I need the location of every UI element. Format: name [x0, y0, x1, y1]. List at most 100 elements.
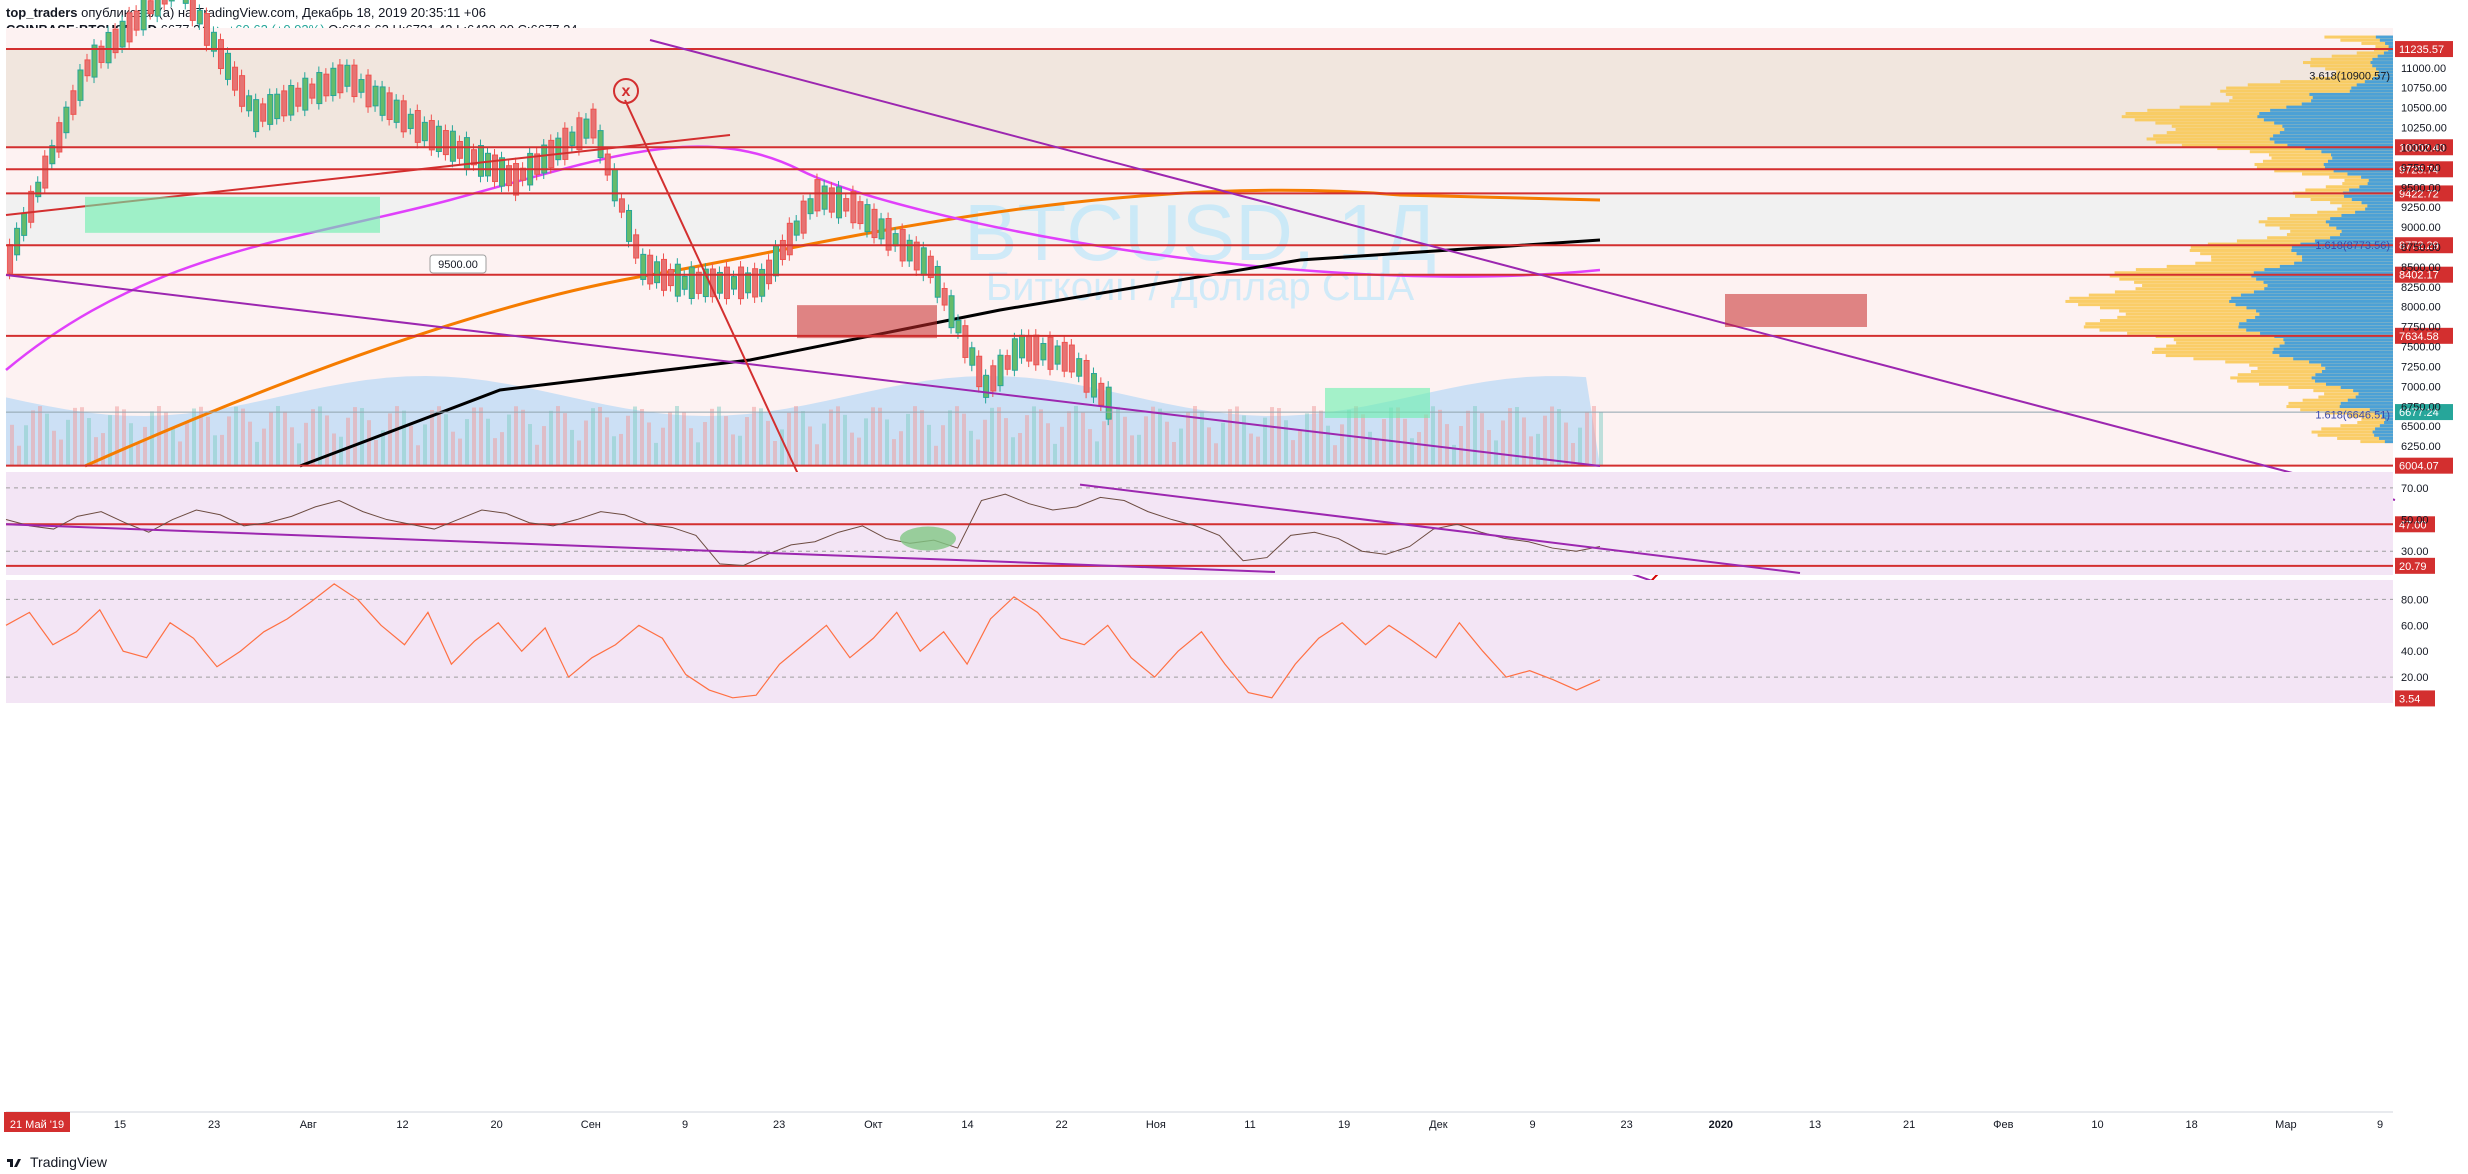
vp-bar-buy [2312, 96, 2393, 100]
candle-body [407, 113, 414, 129]
footer-brand[interactable]: TradingView [30, 1154, 108, 1170]
volume-bar [381, 430, 385, 466]
volume-bar [598, 406, 602, 466]
vp-bar-total [2200, 252, 2393, 256]
vp-bar-buy [2353, 389, 2393, 393]
volume-bar [1529, 436, 1533, 466]
vp-bar-buy [2301, 102, 2393, 106]
volume-bar [206, 416, 210, 466]
candle-body [906, 239, 913, 262]
volume-bar [864, 418, 868, 466]
vp-bar-buy [2311, 99, 2393, 103]
volume-bar [500, 432, 504, 466]
rsi-tick-label: 70.00 [2401, 483, 2429, 495]
volume-bar [668, 411, 672, 466]
volume-bar [311, 409, 315, 466]
candle-body [611, 168, 618, 202]
candle-body [821, 185, 828, 210]
vp-bar-buy [2325, 220, 2393, 224]
volume-bar [472, 407, 476, 466]
y-tick-label: 6750.00 [2401, 401, 2441, 413]
volume-bar [990, 407, 994, 466]
vp-bar-buy [2336, 226, 2393, 230]
vp-bar-buy [2279, 131, 2393, 135]
candle-body [98, 45, 105, 63]
candle-body [28, 190, 35, 223]
candle-body [871, 208, 878, 239]
candle-body [913, 241, 920, 271]
vp-bar-buy [2379, 38, 2393, 42]
volume-bar [794, 406, 798, 466]
price-level-tag [2395, 237, 2453, 254]
volume-bar [633, 406, 637, 466]
volume-bar [1186, 412, 1190, 466]
candle-body [814, 179, 821, 212]
candle-body [358, 79, 365, 93]
vp-bar-total [2220, 89, 2393, 93]
volume-bar [283, 411, 287, 466]
volume-bar [878, 407, 882, 466]
candle-body [807, 198, 814, 215]
candle-body [920, 247, 927, 276]
volume-bar [353, 407, 357, 466]
candle-body [541, 144, 548, 174]
price-level-label: 10002.40 [2399, 142, 2445, 154]
vp-bar-buy [2339, 233, 2393, 237]
candle-body [435, 125, 442, 152]
vp-bar-buy [2256, 309, 2393, 313]
volume-bar [1109, 408, 1113, 466]
volume-bar [1025, 415, 1029, 466]
candle-body [597, 130, 604, 158]
candle-body [850, 191, 857, 224]
author-name[interactable]: top_traders [6, 5, 78, 20]
volume-bar [1081, 412, 1085, 466]
candle-body [1026, 334, 1033, 362]
candle-body [1068, 344, 1075, 373]
vp-bar-buy [2379, 436, 2393, 440]
vp-bar-buy [2264, 268, 2393, 272]
rsi-highlight [900, 526, 956, 551]
volume-bar [465, 419, 469, 466]
vp-bar-total [2340, 424, 2393, 428]
volume-bar [1368, 431, 1372, 466]
candle-body [520, 167, 527, 181]
y-tick-label: 10500.00 [2401, 103, 2447, 115]
x-tick-label: 23 [1621, 1119, 1633, 1131]
vp-bar-total [2312, 76, 2393, 80]
vp-bar-buy [2388, 45, 2393, 49]
vp-bar-total [2069, 296, 2393, 300]
candle-body [421, 121, 428, 142]
resistance-zone [6, 49, 2393, 148]
volume-bar [556, 406, 560, 466]
vp-bar-buy [2321, 363, 2393, 367]
volume-bar [885, 419, 889, 466]
vp-bar-total [2225, 360, 2393, 364]
stoch-pane [6, 580, 2393, 703]
candle-body [189, 0, 196, 21]
price-level-tag [2395, 404, 2453, 421]
vp-bar-buy [2326, 382, 2393, 386]
volume-bar [59, 439, 63, 466]
vp-bar-buy [2349, 188, 2393, 192]
volume-bar [108, 415, 112, 466]
volume-bar [101, 433, 105, 466]
x-tick-label: Сен [581, 1119, 601, 1131]
volume-bar [1592, 406, 1596, 466]
candle-body [976, 355, 983, 388]
volume-bar [388, 413, 392, 466]
vp-bar-total [2210, 102, 2393, 106]
candle-body [281, 90, 288, 117]
volume-bar [1522, 417, 1526, 466]
candle-body [119, 20, 126, 48]
vp-bar-buy [2355, 210, 2393, 214]
vp-bar-buy [2229, 299, 2393, 303]
x-tick-label: 22 [1056, 1119, 1068, 1131]
volume-bar [1480, 413, 1484, 466]
volume-bar [1340, 424, 1344, 466]
footer: TradingView [6, 1154, 107, 1170]
vp-bar-buy [2347, 172, 2393, 176]
publisher-line: top_traders опубликовал(а) на TradingVie… [6, 4, 578, 21]
volume-bar [808, 426, 812, 466]
volume-bar [647, 422, 651, 466]
